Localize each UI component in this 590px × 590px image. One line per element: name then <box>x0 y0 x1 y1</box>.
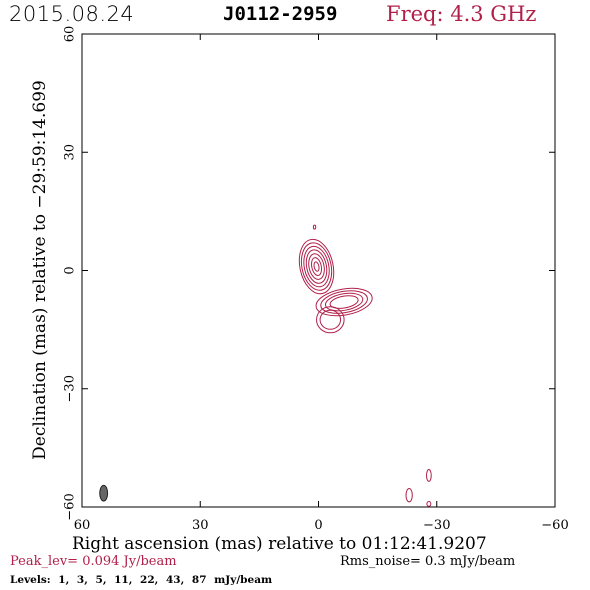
contour-line <box>303 245 330 288</box>
contour-line <box>316 306 345 334</box>
beam-shape <box>99 484 109 502</box>
source-name: J0112-2959 <box>223 3 338 25</box>
peak-level: Peak_lev= 0.094 Jy/beam <box>10 554 177 569</box>
rms-noise: Rms_noise= 0.3 mJy/beam <box>340 554 516 569</box>
y-axis-label: Declination (mas) relative to −29:59:14.… <box>30 80 50 460</box>
tick-labels: 60 30 0 −30 −60 −60 −30 0 30 60 <box>63 26 569 533</box>
observation-date: 2015.08.24 <box>9 2 135 26</box>
contour-line <box>298 238 335 295</box>
y-tick-label: 30 <box>63 144 78 161</box>
y-tick-label: −30 <box>63 375 78 402</box>
y-tick-label: −60 <box>63 493 78 520</box>
noise-contour <box>312 224 317 230</box>
x-tick-label: −30 <box>423 518 450 533</box>
contour-line <box>305 249 328 284</box>
contour-line <box>315 287 373 317</box>
axis-ticks <box>81 33 556 508</box>
y-tick-label: 0 <box>63 266 78 274</box>
x-tick-label: 30 <box>192 518 209 533</box>
contour-line <box>308 253 325 280</box>
contour-lines <box>298 238 373 334</box>
noise-contour <box>426 469 432 482</box>
noise-contour <box>405 487 413 503</box>
x-tick-label: −60 <box>541 518 568 533</box>
x-tick-label: 60 <box>74 518 91 533</box>
beam-ellipse <box>99 484 109 502</box>
frequency-label: Freq: 4.3 GHz <box>386 2 537 26</box>
noise-contours <box>312 224 432 507</box>
x-axis-label: Right ascension (mas) relative to 01:12:… <box>72 534 487 554</box>
contour-levels: Levels: 1, 3, 5, 11, 22, 43, 87 mJy/beam <box>10 574 273 586</box>
contour-line <box>324 292 364 312</box>
contour-line <box>311 257 323 276</box>
y-tick-label: 60 <box>63 26 78 43</box>
contour-line <box>300 242 333 291</box>
noise-contour <box>426 500 432 507</box>
contour-line <box>329 295 359 309</box>
contour-line <box>319 309 342 330</box>
contour-line <box>320 290 368 314</box>
x-tick-label: 0 <box>314 518 322 533</box>
contour-line <box>313 261 320 272</box>
